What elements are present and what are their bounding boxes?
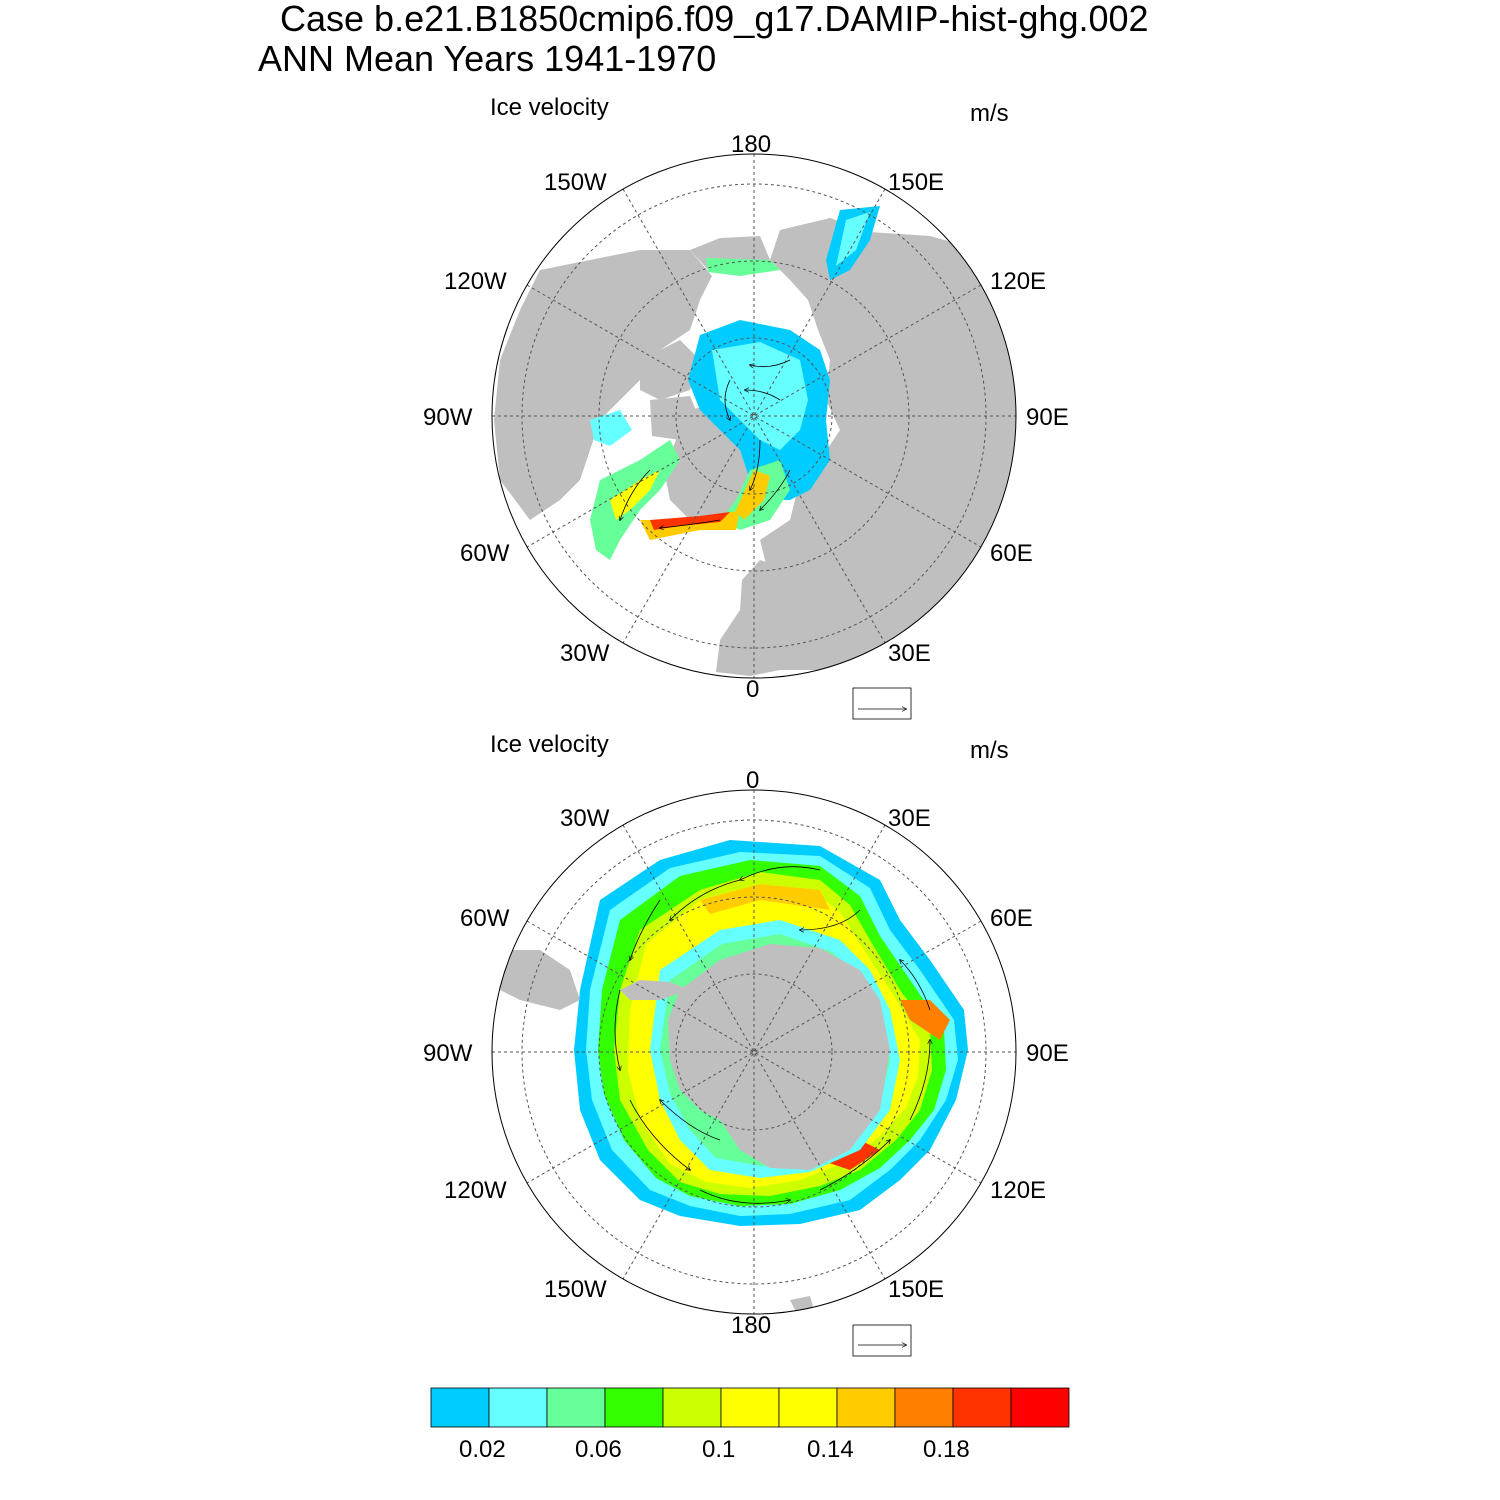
north-lon-label-0: 0 [746, 676, 760, 703]
north-lat-circle [675, 337, 833, 495]
north-velocity-arrows [620, 359, 791, 528]
south-map-boundary [491, 789, 1017, 1315]
north-lon-label-120e: 120E [990, 268, 1047, 295]
north-lon-label-150e: 150E [888, 169, 945, 196]
south-lat-circle [675, 973, 833, 1131]
north-ref-vector-box [852, 687, 912, 720]
north-lon-label-30e: 30E [888, 640, 931, 667]
north-velocity-arrow [724, 379, 730, 420]
north-velocity-arrow [750, 439, 761, 490]
south-velocity-arrow [630, 899, 661, 960]
south-velocity-arrow [909, 1040, 930, 1121]
south-lon-label-30w: 30W [560, 805, 610, 832]
colorbar-tick-label: 0.06 [575, 1436, 622, 1463]
south-lon-label-90w: 90W [423, 1040, 473, 1067]
north-reference-vector [852, 687, 912, 720]
south-velocity-arrow [800, 909, 861, 930]
land-area [760, 218, 1016, 660]
north-land-mask [494, 218, 1016, 676]
colorbar-swatch [430, 1387, 490, 1428]
south-reference-vector [852, 1324, 912, 1357]
north-polar-map [491, 153, 1017, 679]
south-velocity-arrow [660, 1100, 721, 1141]
north-map-boundary [491, 153, 1017, 679]
case-title: Case b.e21.B1850cmip6.f09_g17.DAMIP-hist… [280, 0, 1149, 39]
north-lon-label-30w: 30W [560, 640, 610, 667]
south-panel-units: m/s [970, 737, 1009, 764]
south-velocity-arrow [819, 1140, 890, 1191]
south-panel-title: Ice velocity [490, 731, 609, 758]
south-velocity-arrow [614, 989, 620, 1070]
north-lon-label-180: 180 [731, 131, 772, 158]
colorbar-tick-label: 0.1 [702, 1436, 736, 1463]
south-velocity-arrow [900, 960, 931, 1011]
north-velocity-arrow [760, 469, 791, 510]
land-area [494, 250, 712, 520]
land-area [640, 340, 700, 400]
south-ref-vector-box [852, 1324, 912, 1357]
north-graticule [492, 154, 1016, 678]
colorbar-swatch [546, 1387, 606, 1428]
south-lon-label-90e: 90E [1026, 1040, 1069, 1067]
north-lon-label-60e: 60E [990, 540, 1033, 567]
colorbar-swatch [952, 1387, 1012, 1428]
north-velocity-arrow [745, 390, 781, 401]
north-velocity-arrow [620, 469, 651, 520]
south-velocity-arrow [740, 866, 821, 880]
south-lon-label-120e: 120E [990, 1177, 1047, 1204]
land-area [668, 944, 890, 1170]
south-velocity-arrow [670, 879, 741, 920]
south-velocity-arrows [614, 866, 931, 1204]
north-panel-units: m/s [970, 100, 1009, 127]
north-lon-label-90e: 90E [1026, 404, 1069, 431]
south-lon-label-60w: 60W [460, 905, 510, 932]
south-lon-label-30e: 30E [888, 805, 931, 832]
land-area [500, 950, 580, 1010]
south-velocity-arrow [699, 1189, 790, 1204]
south-polar-map [491, 789, 1017, 1315]
south-lon-label-0: 0 [746, 767, 760, 794]
colorbar-swatch [604, 1387, 664, 1428]
south-lon-label-150w: 150W [544, 1276, 607, 1303]
north-velocity-arrow [750, 359, 791, 367]
north-lon-label-60w: 60W [460, 540, 510, 567]
south-lon-label-120w: 120W [444, 1177, 507, 1204]
colorbar-swatch [836, 1387, 896, 1428]
south-velocity-arrow [629, 1099, 690, 1170]
period-title: ANN Mean Years 1941-1970 [258, 38, 717, 79]
colorbar-swatch [1010, 1387, 1070, 1428]
north-lon-label-90w: 90W [423, 404, 473, 431]
colorbar-swatch [778, 1387, 838, 1428]
south-lon-label-150e: 150E [888, 1276, 945, 1303]
north-lon-label-150w: 150W [544, 169, 607, 196]
south-graticule [492, 790, 1016, 1314]
colorbar-tick-label: 0.02 [459, 1436, 506, 1463]
colorbar-tick-label: 0.18 [923, 1436, 970, 1463]
colorbar-tick-label: 0.14 [807, 1436, 854, 1463]
colorbar-swatch [662, 1387, 722, 1428]
north-ice-velocity-field [590, 206, 880, 560]
north-panel-title: Ice velocity [490, 94, 609, 121]
north-velocity-arrow [660, 519, 721, 528]
south-lon-label-180: 180 [731, 1312, 772, 1339]
colorbar-swatch [894, 1387, 954, 1428]
colorbar [430, 1387, 1070, 1428]
north-lon-label-120w: 120W [444, 268, 507, 295]
colorbar-swatch [720, 1387, 780, 1428]
land-area [716, 560, 860, 676]
colorbar-swatch [488, 1387, 548, 1428]
south-lon-label-60e: 60E [990, 905, 1033, 932]
